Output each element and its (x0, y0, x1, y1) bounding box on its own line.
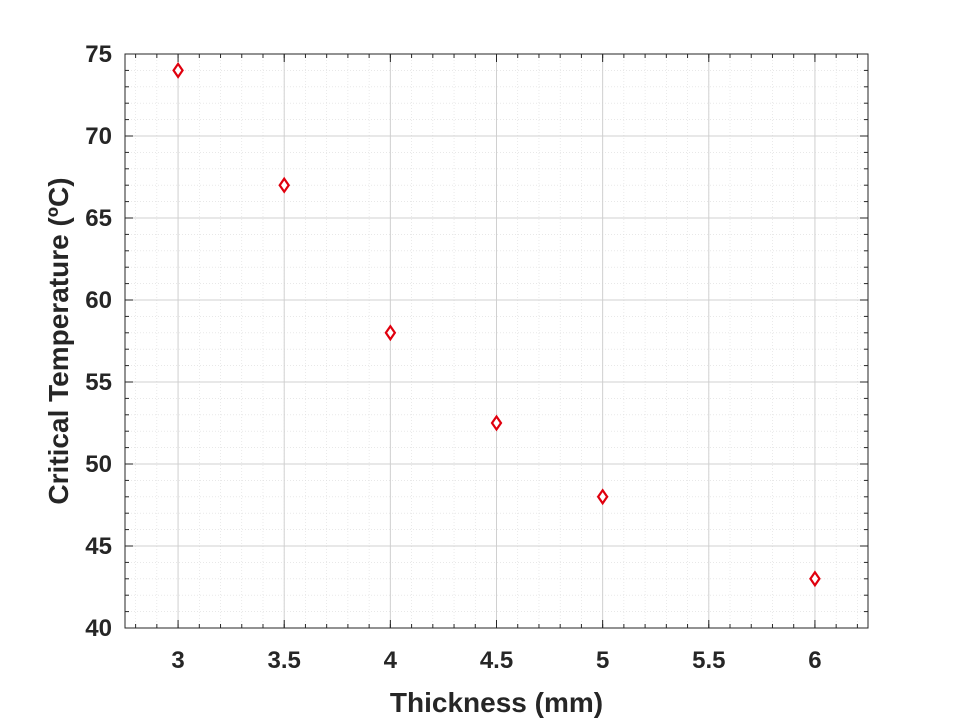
x-tick-label: 5.5 (692, 647, 725, 674)
y-tick-label: 75 (85, 41, 112, 68)
y-tick-label: 70 (85, 123, 112, 150)
data-points (172, 61, 821, 588)
y-tick-label: 50 (85, 451, 112, 478)
axis-ticks (125, 53, 868, 629)
y-tick-labels: 40 45 50 55 60 65 70 75 (85, 41, 112, 642)
x-tick-label: 3 (171, 647, 184, 674)
minor-grid (125, 53, 868, 629)
x-tick-label: 4.5 (480, 647, 513, 674)
x-axis-label: Thickness (mm) (390, 687, 603, 718)
x-tick-label: 6 (808, 647, 821, 674)
data-point (172, 61, 184, 79)
y-tick-label: 55 (85, 369, 112, 396)
data-point (596, 488, 609, 506)
y-tick-label: 40 (85, 615, 112, 642)
x-tick-label: 3.5 (268, 647, 301, 674)
data-point (809, 570, 821, 588)
x-tick-labels: 3 3.5 4 4.5 5 5.5 6 (171, 647, 821, 674)
data-point (490, 414, 503, 432)
data-point (278, 176, 291, 194)
x-tick-label: 4 (384, 647, 398, 674)
data-point (384, 324, 397, 342)
y-tick-label: 45 (85, 533, 112, 560)
x-tick-label: 5 (596, 647, 609, 674)
y-axis-label: Critical Temperature (ºC) (43, 177, 74, 504)
y-tick-label: 60 (85, 287, 112, 314)
y-tick-label: 65 (85, 205, 112, 232)
